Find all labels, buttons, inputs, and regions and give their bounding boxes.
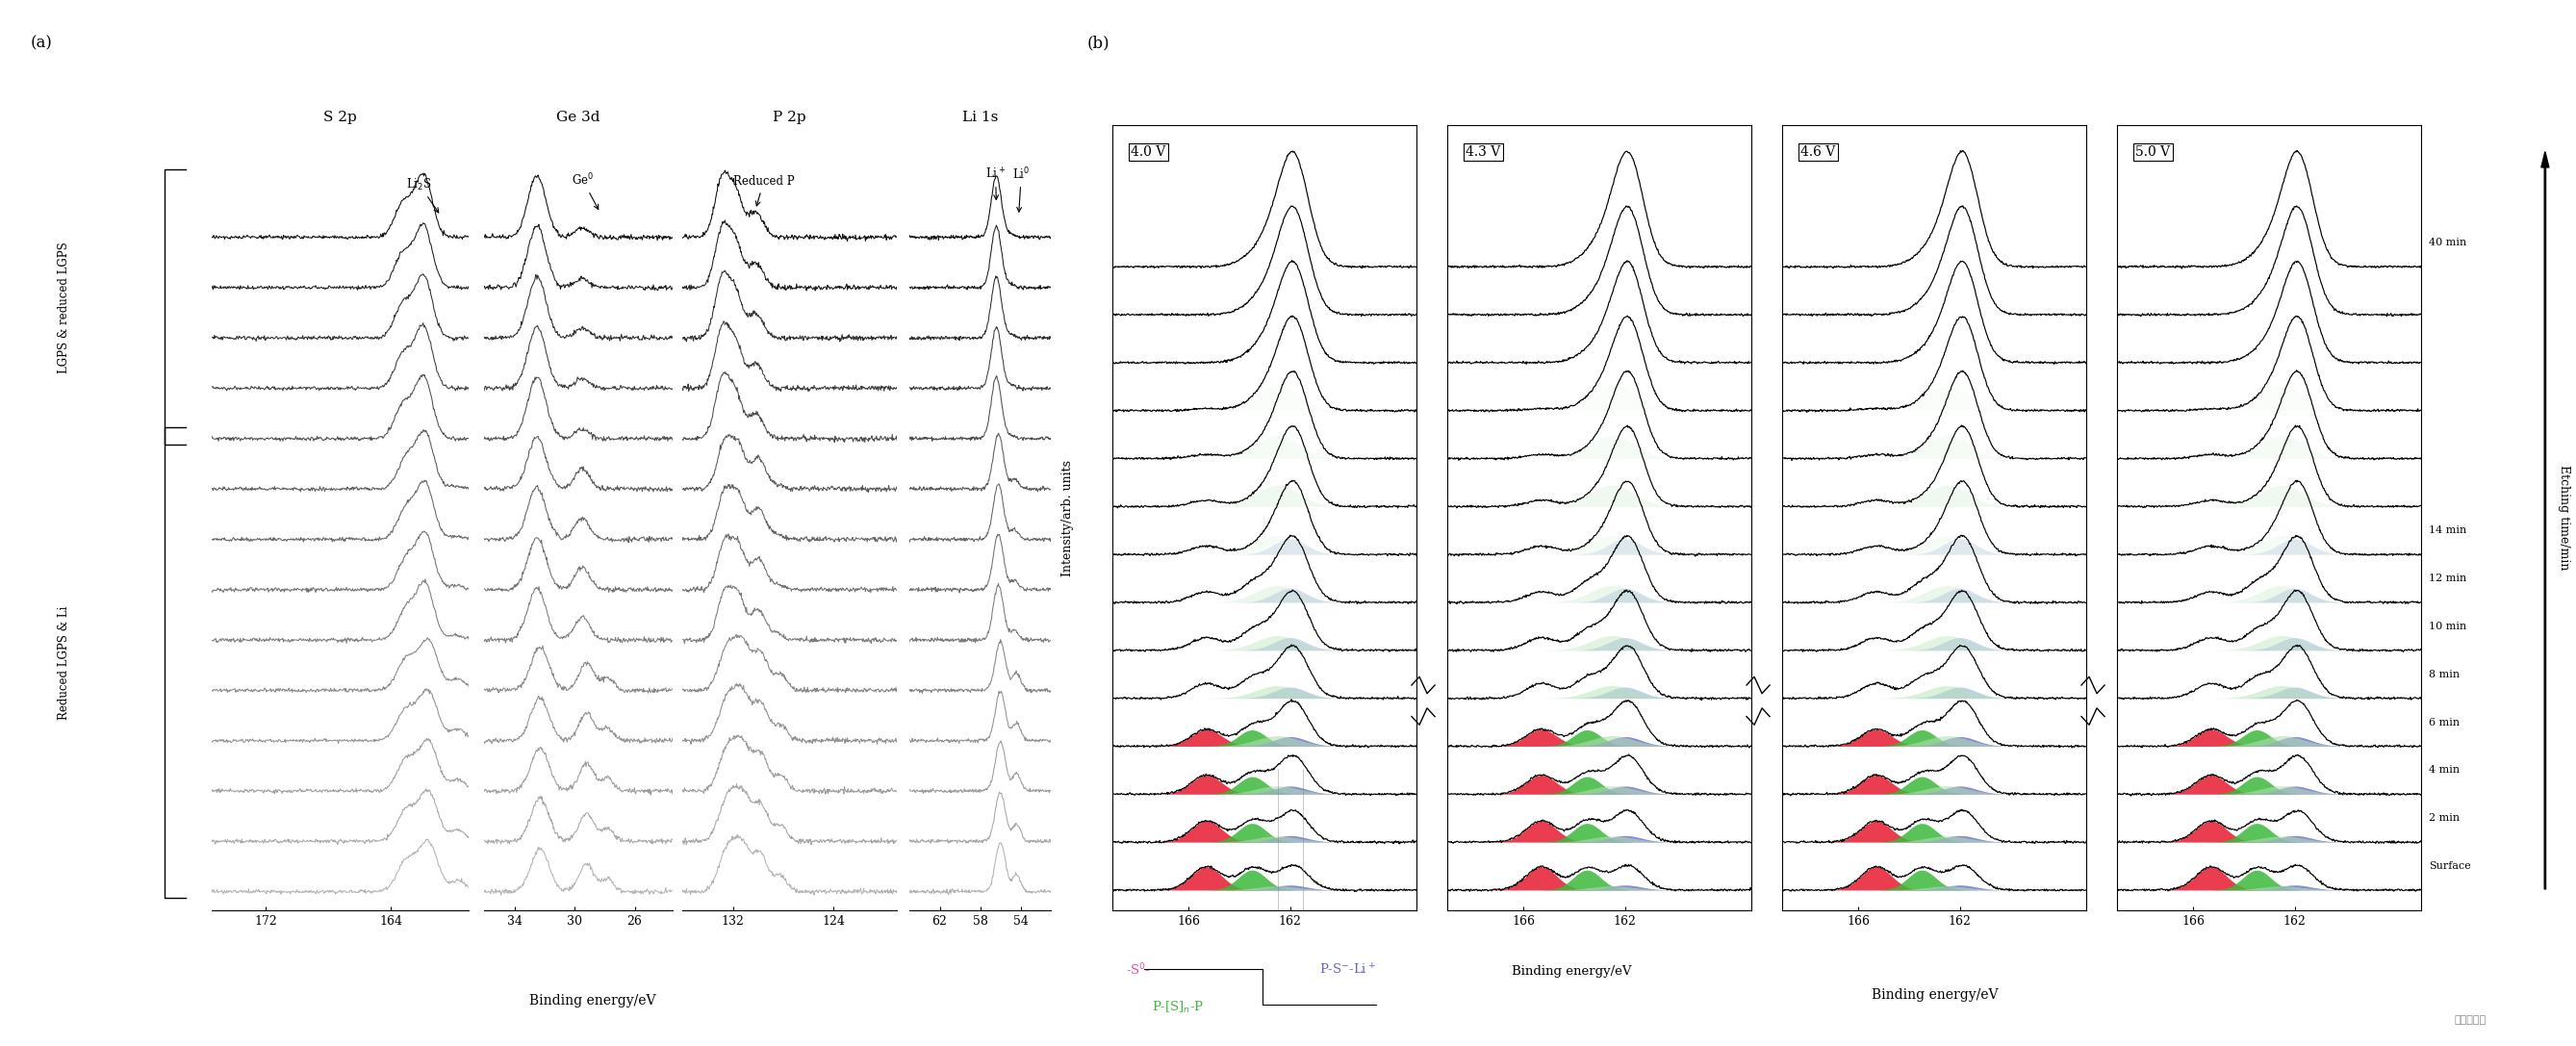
Text: 4.0 V: 4.0 V — [1131, 145, 1167, 159]
Text: Li$^0$: Li$^0$ — [1012, 166, 1030, 212]
Text: Binding energy/eV: Binding energy/eV — [528, 994, 657, 1007]
Text: Binding energy/eV: Binding energy/eV — [1512, 965, 1633, 978]
Text: Intensity/arb. units: Intensity/arb. units — [1061, 459, 1074, 576]
Text: 5.0 V: 5.0 V — [2136, 145, 2172, 159]
Text: Binding energy/eV: Binding energy/eV — [1870, 988, 1999, 1002]
Text: Etching time/min: Etching time/min — [2558, 465, 2571, 570]
Text: -S$^0$-: -S$^0$- — [1126, 961, 1151, 978]
Text: (b): (b) — [1087, 35, 1110, 51]
Text: 8 min: 8 min — [2429, 669, 2460, 679]
Text: 2 min: 2 min — [2429, 814, 2460, 823]
Text: Surface: Surface — [2429, 861, 2470, 871]
Text: 10 min: 10 min — [2429, 621, 2468, 631]
Text: Li$^+$: Li$^+$ — [984, 167, 1005, 200]
Text: 14 min: 14 min — [2429, 525, 2468, 536]
Title: Li 1s: Li 1s — [963, 111, 997, 124]
Text: 4.3 V: 4.3 V — [1466, 145, 1502, 159]
Title: P 2p: P 2p — [773, 111, 806, 124]
Text: Li$_2$S: Li$_2$S — [407, 177, 438, 212]
Text: P-[S]$_n$-P: P-[S]$_n$-P — [1151, 1000, 1203, 1016]
Text: Reduced LGPS & Li: Reduced LGPS & Li — [59, 606, 70, 720]
Title: Ge 3d: Ge 3d — [556, 111, 600, 124]
Text: 4 min: 4 min — [2429, 766, 2460, 775]
Text: 4.6 V: 4.6 V — [1801, 145, 1837, 159]
Text: 6 min: 6 min — [2429, 718, 2460, 727]
Text: LGPS & reduced LGPS: LGPS & reduced LGPS — [59, 242, 70, 373]
Text: Reduced P: Reduced P — [734, 176, 793, 206]
Text: (a): (a) — [31, 35, 54, 51]
Text: P-S$^{-}$-Li$^+$: P-S$^{-}$-Li$^+$ — [1319, 963, 1376, 978]
Text: 亿海收录网: 亿海收录网 — [2455, 1016, 2486, 1025]
Text: 40 min: 40 min — [2429, 237, 2468, 248]
Text: Ge$^0$: Ge$^0$ — [572, 172, 598, 209]
Title: S 2p: S 2p — [325, 111, 355, 124]
Text: 12 min: 12 min — [2429, 573, 2468, 584]
